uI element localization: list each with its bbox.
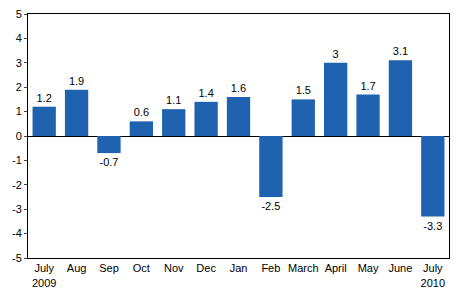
svg-text:0.6: 0.6 bbox=[134, 106, 149, 118]
svg-text:Nov: Nov bbox=[164, 262, 184, 274]
svg-text:July2010: July2010 bbox=[421, 262, 445, 288]
svg-text:-3.3: -3.3 bbox=[423, 220, 442, 232]
svg-text:1.5: 1.5 bbox=[296, 84, 311, 96]
svg-text:-1: -1 bbox=[12, 154, 22, 166]
svg-text:-3: -3 bbox=[12, 203, 22, 215]
svg-text:-0.7: -0.7 bbox=[99, 156, 118, 168]
svg-text:1.9: 1.9 bbox=[69, 75, 84, 87]
svg-text:1: 1 bbox=[16, 105, 22, 117]
svg-text:Feb: Feb bbox=[261, 262, 280, 274]
svg-text:June: June bbox=[388, 262, 412, 274]
svg-text:May: May bbox=[358, 262, 379, 274]
svg-text:July2009: July2009 bbox=[32, 262, 56, 288]
svg-text:April: April bbox=[325, 262, 347, 274]
svg-text:1.1: 1.1 bbox=[166, 94, 181, 106]
svg-text:-2: -2 bbox=[12, 179, 22, 191]
svg-text:Oct: Oct bbox=[133, 262, 150, 274]
svg-text:3.1: 3.1 bbox=[393, 45, 408, 57]
svg-text:Jan: Jan bbox=[230, 262, 248, 274]
svg-text:4: 4 bbox=[16, 32, 22, 44]
svg-text:-4: -4 bbox=[12, 227, 22, 239]
svg-text:Dec: Dec bbox=[196, 262, 216, 274]
svg-text:0: 0 bbox=[16, 130, 22, 142]
svg-text:Sep: Sep bbox=[99, 262, 119, 274]
svg-text:Aug: Aug bbox=[67, 262, 87, 274]
svg-text:3: 3 bbox=[16, 57, 22, 69]
svg-text:1.2: 1.2 bbox=[37, 92, 52, 104]
svg-text:-5: -5 bbox=[12, 252, 22, 264]
svg-text:2: 2 bbox=[16, 81, 22, 93]
svg-text:3: 3 bbox=[333, 48, 339, 60]
svg-text:1.7: 1.7 bbox=[360, 80, 375, 92]
svg-text:5: 5 bbox=[16, 8, 22, 20]
svg-text:-2.5: -2.5 bbox=[261, 200, 280, 212]
svg-text:1.6: 1.6 bbox=[231, 82, 246, 94]
svg-text:March: March bbox=[288, 262, 319, 274]
svg-text:1.4: 1.4 bbox=[198, 87, 213, 99]
